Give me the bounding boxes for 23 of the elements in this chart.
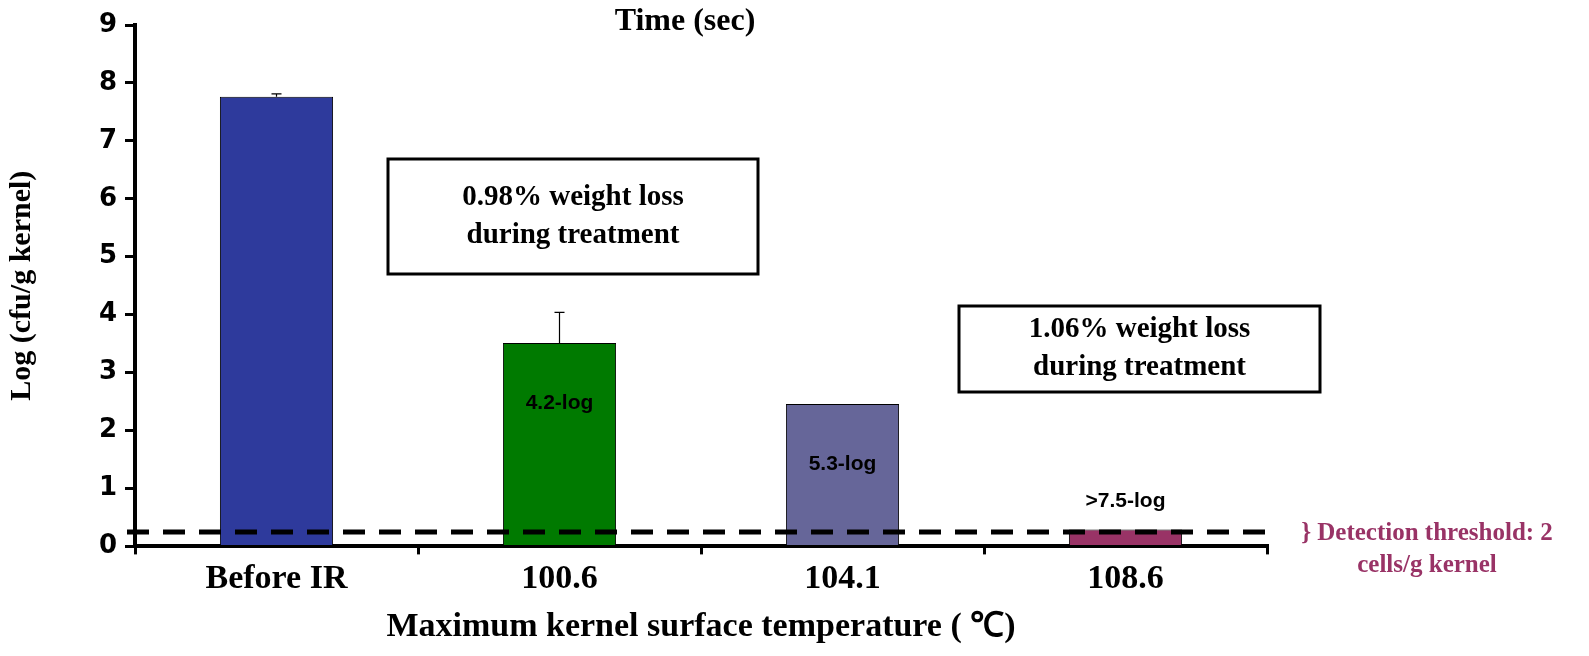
y-tick-label: 5 bbox=[98, 239, 117, 270]
x-tick-label: 104.1 bbox=[804, 557, 881, 595]
y-tick-label: 6 bbox=[98, 181, 117, 212]
y-tick-label: 7 bbox=[98, 123, 117, 154]
y-axis-title: Log (cfu/g kernel) bbox=[2, 170, 37, 401]
x-tick-label: 108.6 bbox=[1087, 557, 1164, 595]
annotation: 0.98% weight loss during treatment bbox=[462, 178, 684, 249]
y-tick-label: 4 bbox=[98, 297, 117, 328]
y-tick-label: 2 bbox=[98, 413, 117, 444]
y-tick-label: 8 bbox=[98, 65, 117, 96]
annotation: 4.2-log bbox=[525, 389, 594, 413]
annotation: 5.3-log bbox=[808, 450, 877, 474]
y-tick-label: 9 bbox=[98, 7, 117, 38]
text: } Detection threshold: 2 cells/g kernel bbox=[1301, 518, 1553, 578]
y-tick-label: 0 bbox=[98, 529, 117, 560]
y-tick-label: 1 bbox=[98, 471, 117, 502]
annotation: >7.5-log bbox=[1085, 488, 1166, 512]
x-tick-label: Before IR bbox=[205, 557, 348, 595]
x-tick-label: 100.6 bbox=[521, 557, 598, 595]
chart-title: Time (sec) bbox=[614, 1, 756, 38]
y-tick-label: 3 bbox=[98, 355, 117, 386]
annotation: 1.06% weight loss during treatment bbox=[1028, 311, 1251, 382]
x-axis-title: Maximum kernel surface temperature ( ℃) bbox=[386, 606, 1016, 645]
